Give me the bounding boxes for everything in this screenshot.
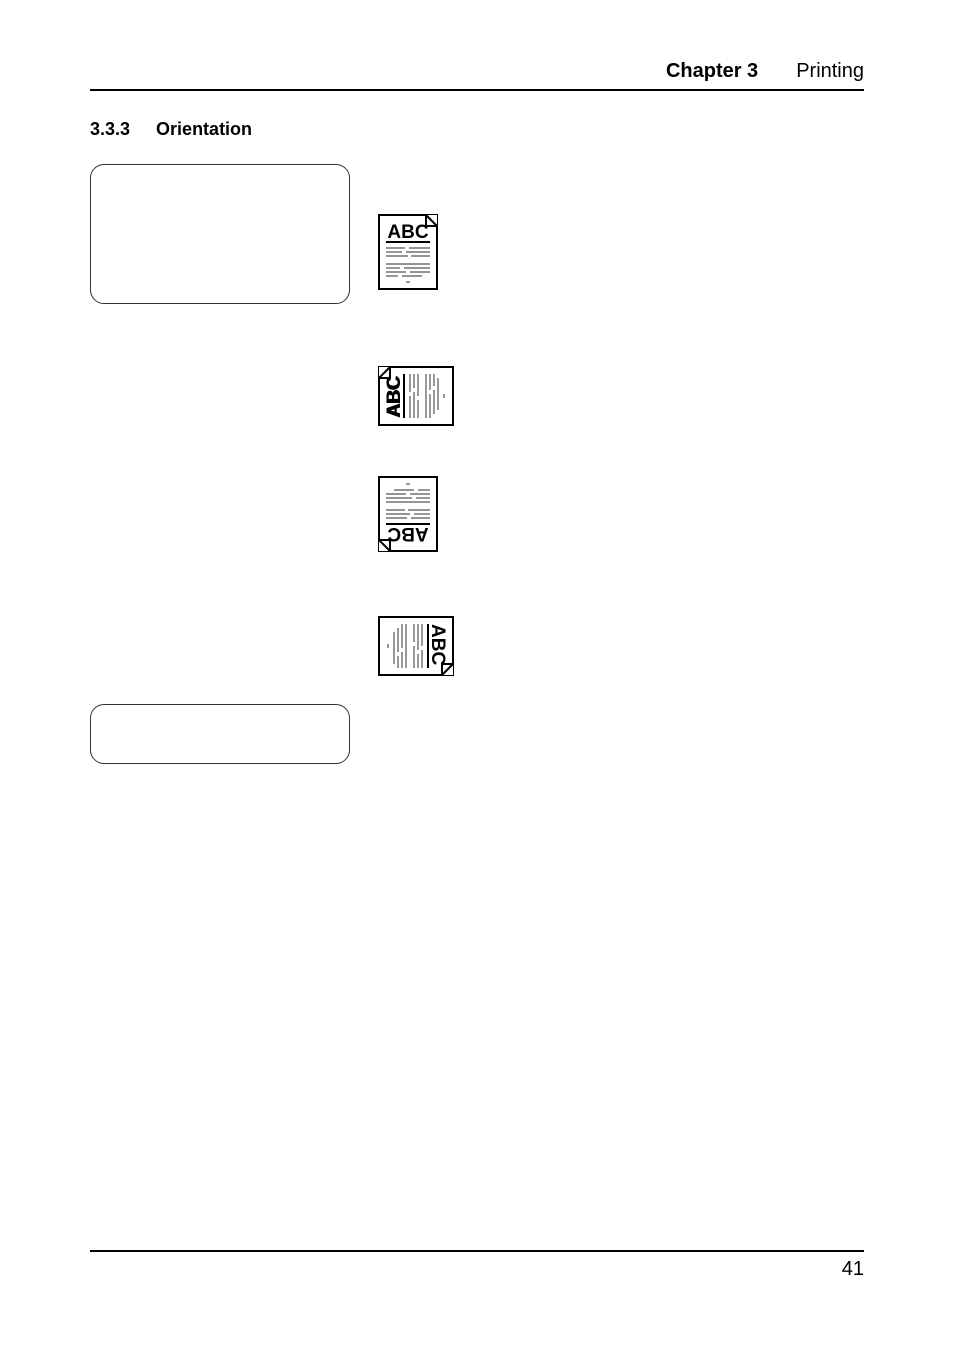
- svg-text:ABC: ABC: [427, 624, 448, 665]
- orientation-landscape-ccw-icon: ABC ABC: [378, 366, 454, 426]
- svg-text:ABC: ABC: [384, 377, 405, 418]
- section-heading: 3.3.3 Orientation: [90, 119, 864, 140]
- svg-text:ABC: ABC: [387, 523, 428, 544]
- chapter-label: Chapter 3: [666, 60, 758, 83]
- orientation-landscape-cw-icon: ABC: [378, 616, 454, 676]
- section-title: Orientation: [156, 119, 252, 140]
- description-box-2: [90, 704, 350, 764]
- description-box-1: [90, 164, 350, 304]
- header: Chapter 3 Printing: [90, 60, 864, 91]
- footer: 41: [90, 1250, 864, 1281]
- orientation-portrait-180-icon: ABC: [378, 476, 438, 552]
- page-number: 41: [842, 1258, 864, 1280]
- orientation-portrait-icon: ABC: [378, 214, 438, 290]
- page: Chapter 3 Printing 3.3.3 Orientation ABC: [0, 0, 954, 1351]
- content-area: ABC: [90, 164, 864, 884]
- svg-text:ABC: ABC: [387, 222, 428, 243]
- chapter-name: Printing: [796, 60, 864, 83]
- section-number: 3.3.3: [90, 119, 130, 140]
